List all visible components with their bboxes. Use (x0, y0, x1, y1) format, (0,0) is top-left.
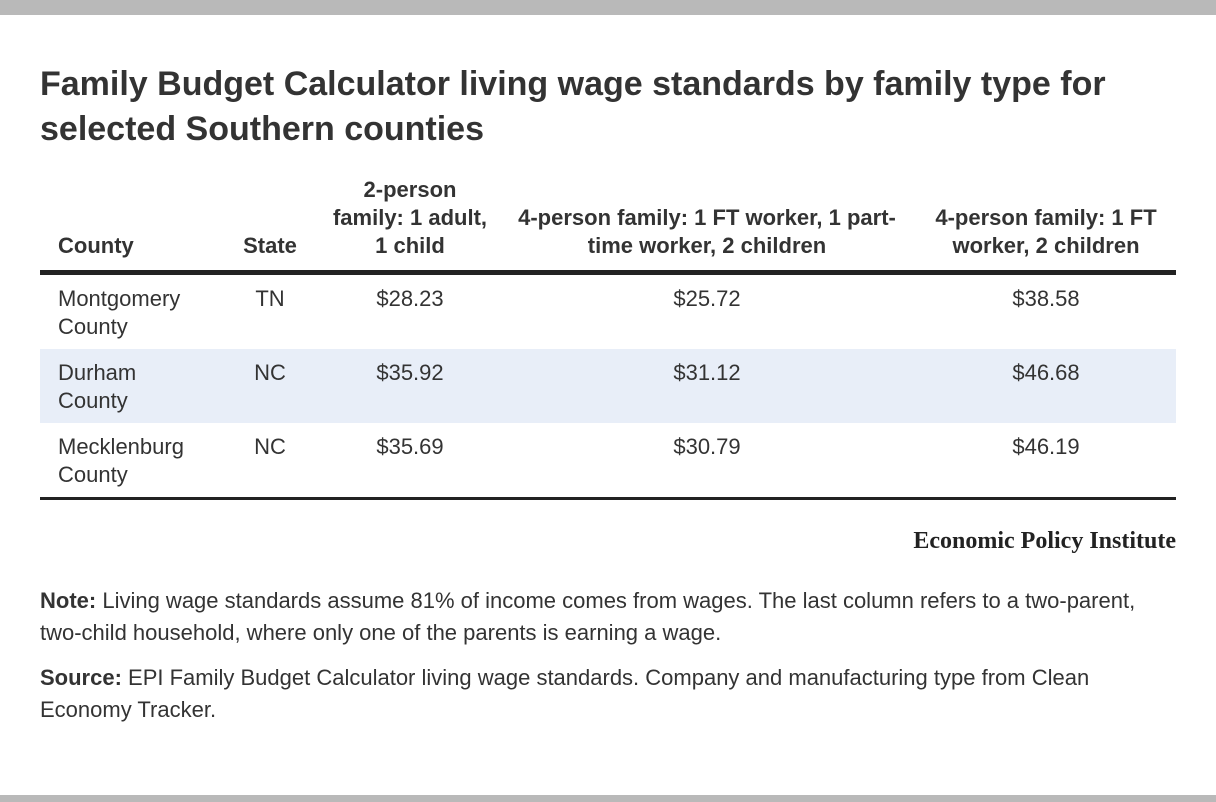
state-cell: TN (255, 286, 285, 311)
value-cell: $46.68 (916, 349, 1176, 423)
county-cell: Montgomery County (58, 286, 181, 339)
source-text: Source: EPI Family Budget Calculator liv… (40, 662, 1176, 726)
state-cell: NC (218, 349, 322, 423)
value-cell: $31.12 (498, 349, 916, 423)
publisher-credit: Economic Policy Institute (913, 528, 1176, 554)
value-cell: $28.23 (376, 286, 444, 311)
value-cell: $30.79 (498, 423, 916, 500)
column-header-4-person-ft: 4-person family: 1 FT worker, 2 children (916, 176, 1176, 275)
value-cell: $38.58 (1012, 286, 1080, 311)
column-header-4-person-ft-pt: 4-person family: 1 FT worker, 1 part-tim… (498, 176, 916, 275)
note-label: Note: (40, 588, 97, 613)
table-row: Durham County NC $35.92 $31.12 $46.68 (40, 349, 1176, 423)
state-cell: NC (218, 423, 322, 500)
county-cell: Durham County (40, 349, 218, 423)
bottom-border-bar (0, 795, 1216, 802)
value-cell: $35.69 (322, 423, 498, 500)
header-row: County State 2-person family: 1 adult, 1… (40, 176, 1176, 275)
table-row: Mecklenburg County NC $35.69 $30.79 $46.… (40, 423, 1176, 500)
source-label: Source: (40, 665, 122, 690)
note-body: Living wage standards assume 81% of inco… (40, 588, 1136, 645)
table-row: Montgomery County TN $28.23 $25.72 $38.5… (40, 273, 1176, 350)
county-cell: Mecklenburg County (40, 423, 218, 500)
value-cell: $35.92 (322, 349, 498, 423)
column-header-county: County (40, 176, 218, 275)
column-header-state: State (218, 176, 322, 275)
chart-title: Family Budget Calculator living wage sta… (40, 65, 1106, 148)
value-cell: $46.19 (916, 423, 1176, 500)
top-border-bar (0, 0, 1216, 15)
source-body: EPI Family Budget Calculator living wage… (40, 665, 1090, 722)
value-cell: $25.72 (673, 286, 741, 311)
wage-table: County State 2-person family: 1 adult, 1… (40, 176, 1176, 500)
column-header-2-person-family: 2-person family: 1 adult, 1 child (322, 176, 498, 275)
note-text: Note: Living wage standards assume 81% o… (40, 585, 1176, 649)
